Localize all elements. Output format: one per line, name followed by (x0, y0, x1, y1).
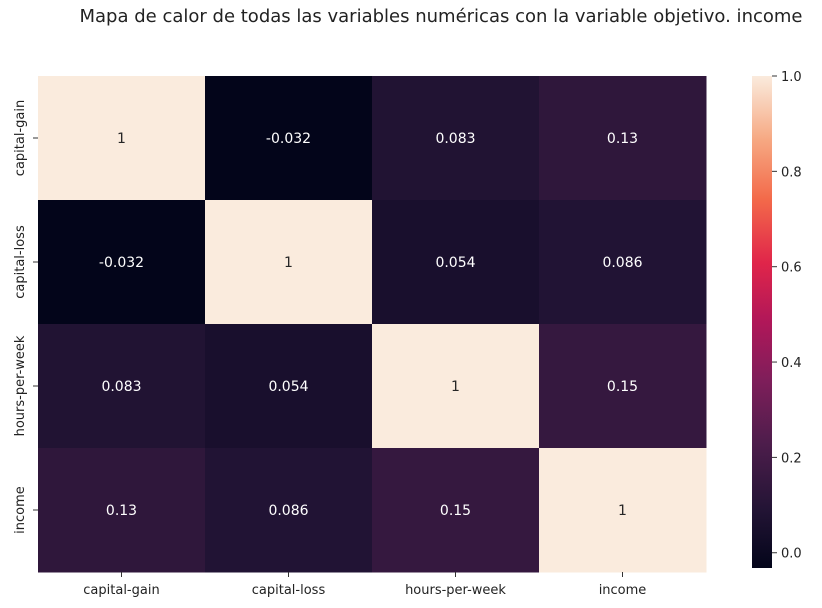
chart-title: Mapa de calor de todas las variables num… (79, 6, 803, 27)
x-tick-label: capital-gain (83, 583, 159, 598)
x-tick-label: income (599, 583, 647, 598)
cell-value-label: 1 (117, 131, 126, 147)
x-tick-label: hours-per-week (405, 583, 506, 598)
heatmap-cell (539, 76, 707, 201)
heatmap-cell (38, 76, 206, 201)
colorbar-tick-label: 0.2 (781, 451, 802, 466)
cell-value-label: 0.083 (101, 379, 141, 395)
cell-value-label: 0.15 (440, 503, 471, 519)
heatmap-cell (372, 200, 540, 325)
colorbar-tick-label: 0.8 (781, 165, 802, 180)
heatmap-cell (539, 200, 707, 325)
cell-value-label: 1 (618, 503, 627, 519)
y-axis: capital-gain capital-loss hours-per-week in… (13, 100, 38, 534)
cell-value-label: 0.054 (268, 379, 308, 395)
heatmap-cells: 1 -0.032 0.083 0.13 -0.032 1 0.054 0.086 0.083 0.… (38, 76, 707, 573)
cell-value-label: 0.054 (435, 255, 475, 271)
cell-value-label: 0.086 (602, 255, 642, 271)
colorbar-tick-label: 0.4 (781, 356, 802, 371)
heatmap-cell (205, 448, 373, 573)
colorbar-ticks: 0.0 0.2 0.4 0.6 0.8 1.0 (772, 70, 802, 562)
cell-value-label: -0.032 (266, 131, 311, 147)
y-tick-label: hours-per-week (13, 335, 28, 436)
x-tick-label: capital-loss (252, 583, 326, 598)
cell-value-label: 0.083 (435, 131, 475, 147)
colorbar-tick-label: 0.0 (781, 547, 802, 562)
cell-value-label: 0.13 (106, 503, 137, 519)
heatmap-cell (539, 448, 707, 573)
heatmap-cell (205, 324, 373, 449)
cell-value-label: 1 (284, 255, 293, 271)
cell-value-label: 0.086 (268, 503, 308, 519)
cell-value-label: 0.13 (607, 131, 638, 147)
cell-value-label: -0.032 (99, 255, 144, 271)
heatmap-cell (38, 324, 206, 449)
colorbar-tick-label: 1.0 (781, 70, 802, 85)
colorbar (752, 76, 772, 568)
y-tick-label: capital-gain (13, 100, 28, 176)
cell-value-label: 1 (451, 379, 460, 395)
x-axis: capital-gain capital-loss hours-per-week in… (83, 572, 646, 598)
cell-value-label: 0.15 (607, 379, 638, 395)
heatmap-cell (539, 324, 707, 449)
heatmap-cell (205, 200, 373, 325)
y-tick-label: capital-loss (13, 225, 28, 299)
heatmap-cell (372, 76, 540, 201)
heatmap-cell (205, 76, 373, 201)
heatmap-cell (372, 448, 540, 573)
heatmap-cell (372, 324, 540, 449)
heatmap-cell (38, 448, 206, 573)
y-tick-label: income (13, 486, 28, 534)
colorbar-tick-label: 0.6 (781, 261, 802, 276)
heatmap-cell (38, 200, 206, 325)
